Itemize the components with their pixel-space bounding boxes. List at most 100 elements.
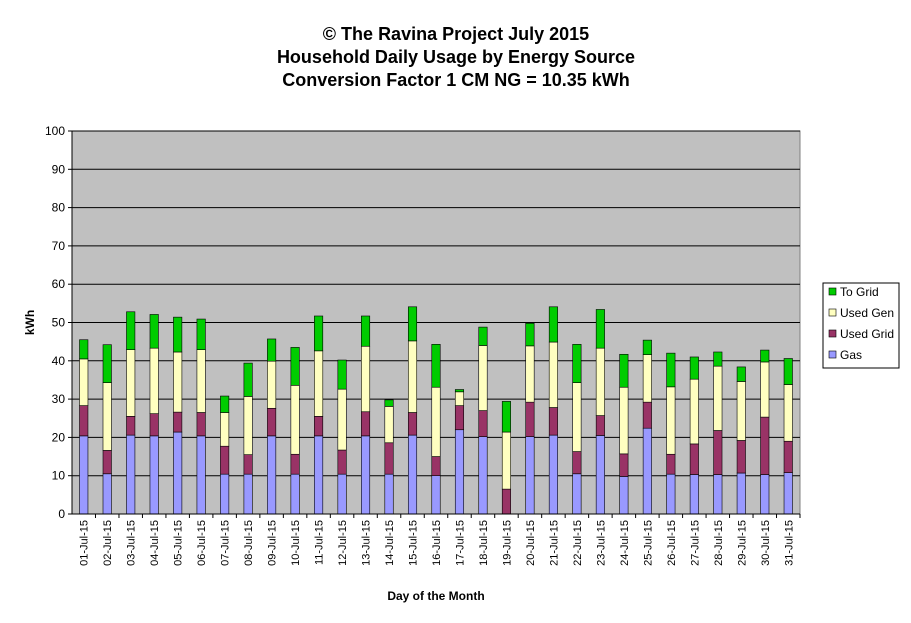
title-line: Conversion Factor 1 CM NG = 10.35 kWh — [282, 70, 630, 90]
bar-segment-used-grid — [666, 453, 676, 475]
x-tick-label: 24-Jul-15 — [619, 520, 631, 566]
bar-segment-used-gen — [689, 378, 699, 445]
bar-segment-gas — [548, 434, 558, 515]
bar-segment-used-gen — [384, 406, 394, 444]
bar-segment-to-grid — [619, 353, 629, 388]
bar-segment-gas — [431, 475, 441, 515]
bar-segment-used-gen — [337, 388, 347, 451]
bar-segment-gas — [525, 436, 535, 515]
x-tick-label: 29-Jul-15 — [736, 520, 748, 566]
bar-segment-used-grid — [501, 488, 511, 515]
y-tick-label: 90 — [52, 162, 66, 176]
bar-segment-used-gen — [267, 360, 277, 409]
x-tick-label: 25-Jul-15 — [642, 520, 654, 566]
bar-segment-used-grid — [407, 412, 418, 436]
bar-segment-gas — [149, 435, 159, 515]
legend-swatch — [828, 329, 837, 338]
bar-segment-gas — [102, 473, 112, 515]
bar-segment-to-grid — [595, 309, 605, 349]
bar-segment-used-grid — [196, 412, 206, 437]
bar-segment-used-grid — [572, 451, 582, 475]
bar-segment-used-gen — [102, 382, 112, 451]
bar-segment-to-grid — [290, 347, 300, 386]
bar-segment-to-grid — [501, 401, 511, 433]
bar-segment-used-grid — [149, 413, 159, 437]
bar-segment-used-grid — [760, 416, 770, 475]
bar-group — [79, 306, 793, 515]
bar-segment-gas — [760, 474, 770, 515]
x-tick-label: 30-Jul-15 — [760, 520, 772, 566]
bar-segment-gas — [572, 473, 582, 515]
bar-segment-gas — [407, 434, 418, 515]
bar-segment-gas — [126, 434, 136, 515]
bar-segment-used-gen — [760, 361, 770, 418]
bar-segment-to-grid — [736, 366, 746, 382]
bar-segment-used-grid — [126, 416, 136, 436]
bar-segment-gas — [243, 473, 253, 515]
x-tick-label: 27-Jul-15 — [689, 520, 701, 566]
x-tick-label: 01-Jul-15 — [79, 520, 91, 566]
x-tick-label: 05-Jul-15 — [173, 520, 185, 566]
x-tick-label: 26-Jul-15 — [666, 520, 678, 566]
bar-segment-to-grid — [407, 306, 418, 342]
bar-segment-used-gen — [79, 358, 89, 406]
bar-segment-used-gen — [196, 349, 206, 413]
bar-segment-to-grid — [525, 322, 535, 347]
x-tick-labels: 01-Jul-15 02-Jul-15 03-Jul-15 04-Jul-15 05-J… — [79, 520, 796, 566]
bar-segment-gas — [713, 474, 723, 515]
bar-segment-used-grid — [689, 443, 699, 475]
bar-segment-used-gen — [736, 381, 746, 441]
x-tick-label: 21-Jul-15 — [548, 520, 560, 566]
legend-swatch — [828, 308, 837, 317]
bar-segment-to-grid — [243, 362, 253, 397]
y-tick-label: 20 — [52, 430, 66, 444]
bar-segment-used-grid — [267, 407, 277, 437]
bar-segment-used-gen — [548, 341, 558, 408]
bar-segment-gas — [79, 435, 89, 515]
chart-title: © The Ravina Project July 2015 Household … — [277, 24, 635, 90]
bar-segment-used-gen — [220, 412, 230, 447]
bar-segment-used-gen — [243, 396, 253, 455]
bar-segment-used-grid — [736, 440, 746, 474]
bar-segment-used-gen — [149, 347, 159, 414]
bar-segment-used-gen — [361, 345, 371, 413]
bar-segment-gas — [314, 435, 324, 515]
legend-entry: Gas — [840, 348, 862, 362]
title-line: © The Ravina Project July 2015 — [323, 24, 589, 44]
bar-segment-used-gen — [431, 386, 441, 457]
bar-segment-used-grid — [595, 415, 605, 436]
x-tick-label: 19-Jul-15 — [501, 520, 513, 566]
y-tick-label: 10 — [52, 469, 66, 483]
bar-segment-used-gen — [126, 349, 136, 417]
legend-entry: Used Gen — [840, 306, 894, 320]
title-line: Household Daily Usage by Energy Source — [277, 47, 635, 67]
bar-segment-to-grid — [126, 311, 136, 350]
axes — [68, 130, 801, 518]
bar-segment-used-gen — [642, 354, 652, 403]
x-axis-label: Day of the Month — [387, 589, 484, 603]
x-tick-label: 23-Jul-15 — [595, 520, 607, 566]
bar-segment-used-gen — [619, 386, 629, 455]
y-tick-label: 100 — [45, 124, 65, 138]
bar-segment-to-grid — [760, 349, 770, 363]
x-tick-label: 11-Jul-15 — [314, 520, 326, 565]
bar-segment-gas — [220, 473, 230, 515]
bar-segment-to-grid — [220, 395, 230, 413]
bar-segment-to-grid — [79, 339, 89, 360]
x-tick-label: 15-Jul-15 — [408, 520, 420, 566]
bar-segment-used-gen — [666, 386, 676, 455]
bar-segment-used-grid — [384, 442, 394, 475]
bar-segment-to-grid — [196, 318, 206, 350]
x-tick-label: 10-Jul-15 — [290, 520, 302, 566]
x-tick-label: 09-Jul-15 — [267, 520, 279, 566]
bar-segment-to-grid — [548, 306, 558, 343]
bar-segment-used-gen — [290, 385, 300, 455]
bar-segment-gas — [642, 427, 652, 515]
bar-segment-to-grid — [149, 314, 159, 349]
bar-segment-gas — [619, 476, 629, 515]
bar-segment-gas — [478, 436, 488, 515]
bar-segment-used-gen — [314, 350, 324, 417]
bar-segment-used-grid — [102, 450, 112, 475]
bar-segment-used-gen — [454, 391, 465, 406]
bar-segment-to-grid — [431, 344, 441, 388]
